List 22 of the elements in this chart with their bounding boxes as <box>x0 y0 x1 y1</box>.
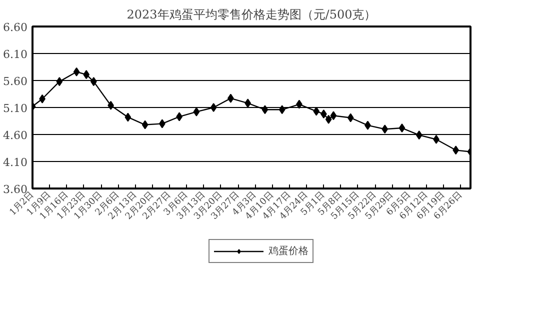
y-tick-label: 5.60 <box>3 75 28 88</box>
point <box>73 67 80 76</box>
point <box>416 130 422 140</box>
y-tick-label: 6.10 <box>3 48 28 61</box>
point <box>382 124 388 134</box>
point <box>398 124 406 133</box>
point <box>142 120 148 130</box>
point <box>278 105 286 114</box>
point <box>210 103 217 112</box>
point <box>262 105 268 114</box>
point <box>124 112 132 122</box>
point <box>347 113 354 122</box>
point <box>56 77 63 86</box>
y-tick-label: 4.60 <box>3 129 28 142</box>
point <box>193 107 200 116</box>
legend-label: 鸡蛋价格 <box>268 244 308 258</box>
y-tick-label: 6.60 <box>3 21 28 34</box>
y-tick-label: 5.10 <box>3 102 28 115</box>
point <box>325 114 332 124</box>
chart-title: 2023年鸡蛋平均零售价格走势图（元/500克） <box>126 8 376 22</box>
y-tick-label: 4.10 <box>3 156 28 169</box>
point <box>330 111 337 120</box>
